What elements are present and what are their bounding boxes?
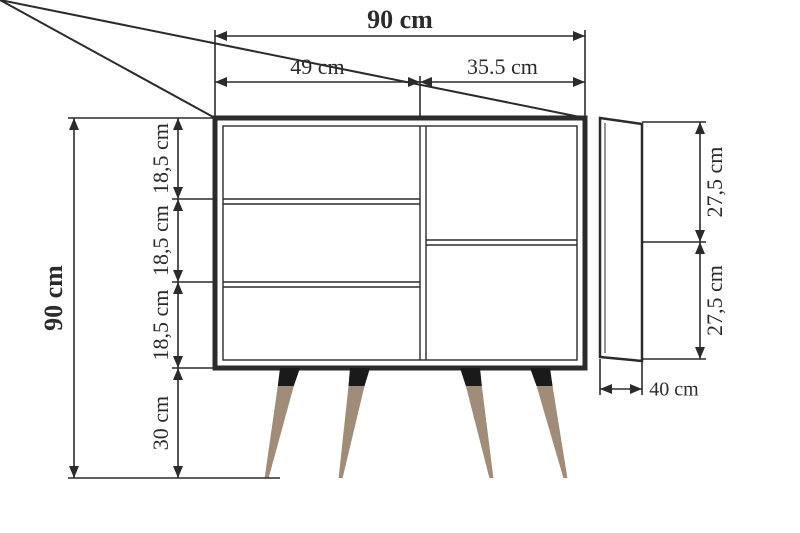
- svg-text:18,5 cm: 18,5 cm: [148, 205, 173, 276]
- svg-text:18,5 cm: 18,5 cm: [148, 290, 173, 361]
- svg-text:18,5 cm: 18,5 cm: [148, 123, 173, 194]
- svg-text:30 cm: 30 cm: [148, 396, 173, 450]
- dimension-diagram: 90 cm 49 cm 35.5 cm 90 cm 18,5 cm 18,5 cm 18,5…: [0, 0, 800, 533]
- svg-text:27,5 cm: 27,5 cm: [702, 147, 727, 218]
- svg-text:40 cm: 40 cm: [649, 379, 699, 401]
- svg-text:90 cm: 90 cm: [367, 5, 433, 34]
- svg-text:90 cm: 90 cm: [39, 265, 68, 331]
- svg-text:35.5 cm: 35.5 cm: [467, 54, 538, 79]
- svg-text:49 cm: 49 cm: [290, 54, 344, 79]
- svg-text:27,5 cm: 27,5 cm: [702, 265, 727, 336]
